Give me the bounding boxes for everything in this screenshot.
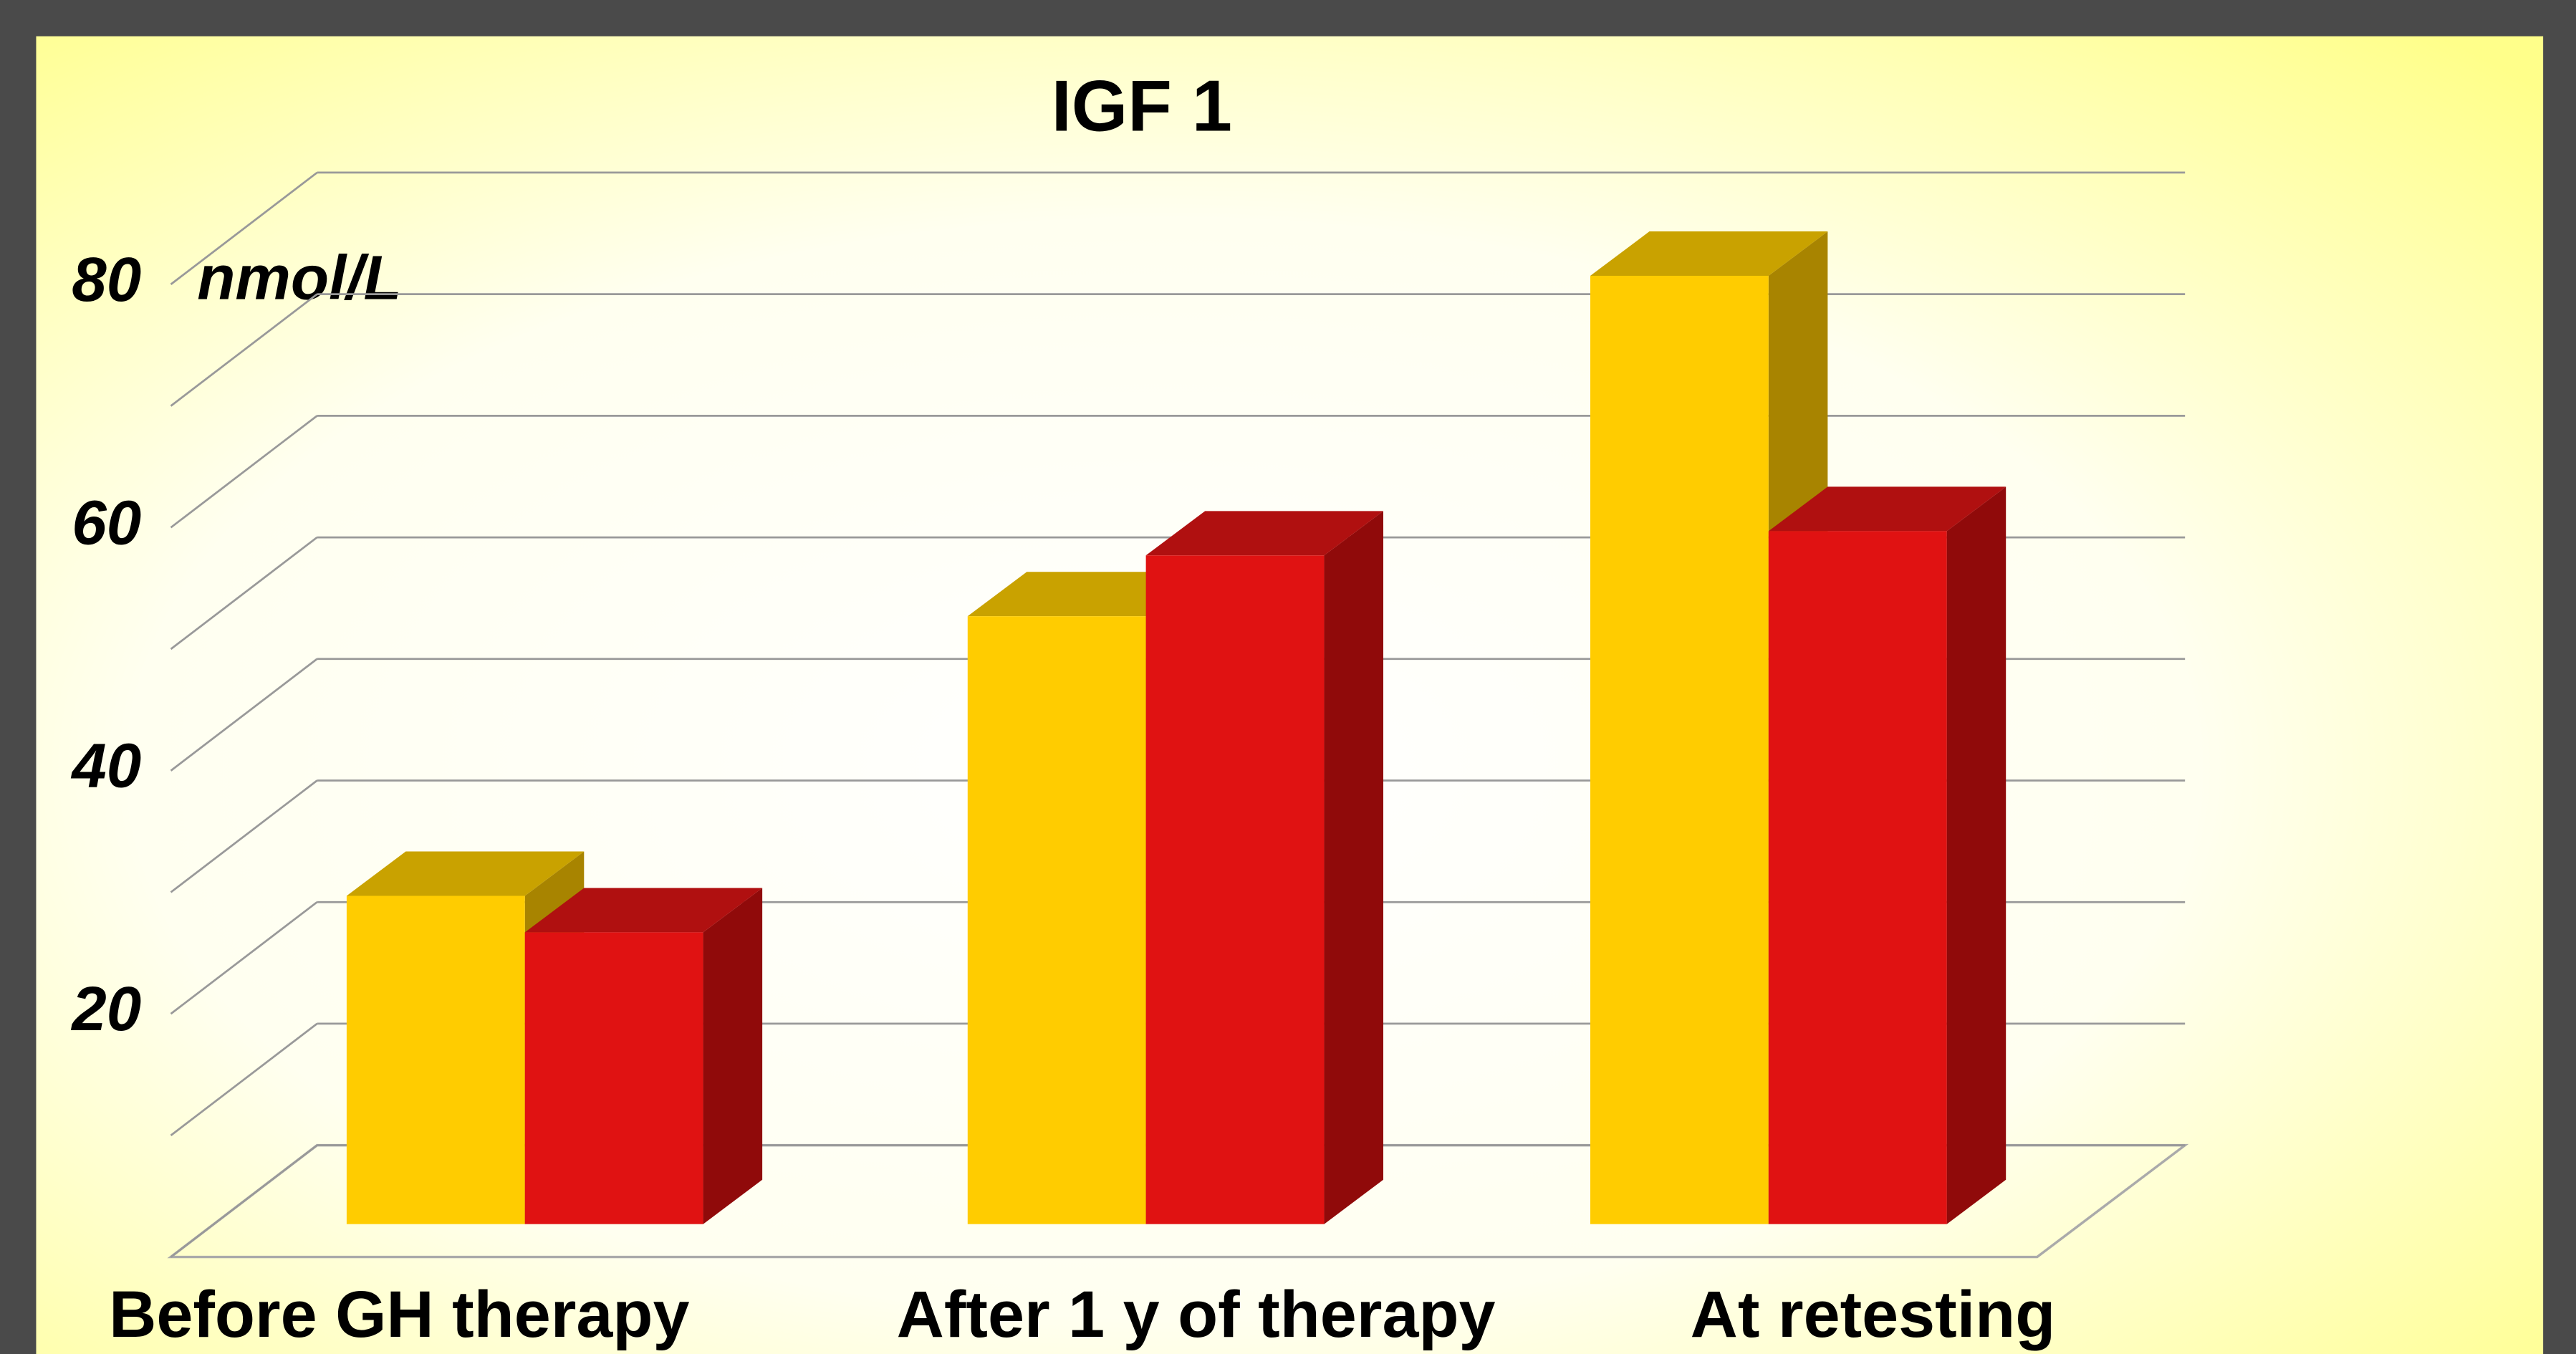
chart-title: IGF 1 bbox=[1052, 67, 1232, 147]
grid-line-side bbox=[170, 779, 318, 893]
grid-line-side bbox=[170, 901, 318, 1015]
y-tick-label: 40 bbox=[70, 731, 141, 801]
bar-side bbox=[703, 888, 763, 1224]
bar-top bbox=[1590, 231, 1828, 276]
grid-line-side bbox=[170, 1144, 318, 1258]
bar bbox=[1590, 275, 1769, 1224]
bar-top bbox=[524, 888, 763, 933]
y-tick-label: 60 bbox=[72, 488, 141, 557]
bar bbox=[1145, 555, 1325, 1224]
grid-line-side bbox=[170, 1022, 318, 1136]
bar bbox=[967, 616, 1146, 1224]
x-tick-label: Before GH therapy bbox=[109, 1278, 689, 1351]
bar-top bbox=[1145, 511, 1384, 556]
bar-top bbox=[967, 572, 1206, 617]
grid-line-side bbox=[170, 536, 318, 650]
bar bbox=[524, 932, 703, 1224]
bar-side bbox=[1946, 486, 2007, 1224]
y-tick-label: 80 bbox=[72, 245, 141, 315]
x-tick-label: After 1 y of therapy bbox=[897, 1278, 1496, 1351]
grid-line-side bbox=[170, 415, 318, 529]
grid-line-side bbox=[170, 658, 318, 772]
unit-label: nmol/L bbox=[197, 244, 402, 313]
grid-line-side bbox=[170, 293, 318, 407]
bar-top bbox=[1768, 486, 2007, 532]
x-tick-label: At retesting bbox=[1691, 1278, 2056, 1351]
bar bbox=[346, 896, 525, 1224]
bar-top bbox=[346, 851, 585, 896]
grid-line-side bbox=[170, 171, 318, 285]
bar bbox=[1768, 531, 1947, 1224]
bar-side bbox=[1324, 511, 1384, 1224]
y-tick-label: 20 bbox=[70, 974, 141, 1044]
